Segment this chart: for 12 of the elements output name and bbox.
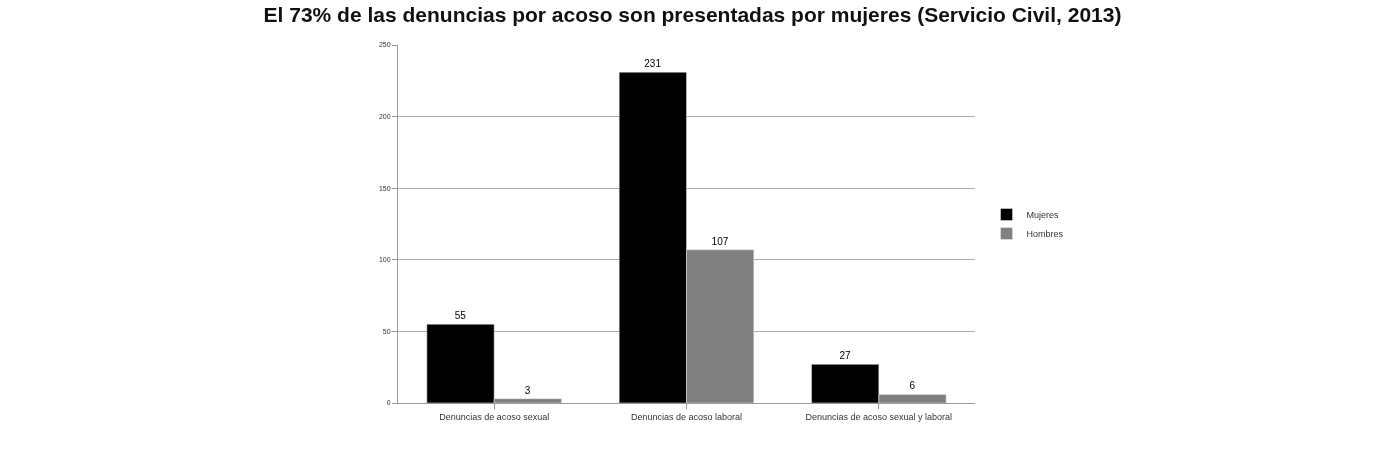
data-label: 6 (909, 380, 916, 392)
legend-label: Mujeres (1026, 210, 1060, 221)
data-label: 55 (454, 310, 467, 322)
x-tick-label: Denuncias de acoso sexual (439, 411, 550, 422)
data-label: 231 (644, 58, 662, 70)
legend-label: Hombres (1026, 229, 1064, 240)
chart-title: El 73% de las denuncias por acoso son presentadas por mujeres (Servicio Civil, 2013) (263, 2, 1122, 26)
data-label: 107 (711, 235, 729, 247)
data-label: 27 (839, 350, 851, 362)
data-label: 3 (524, 384, 531, 396)
x-tick-label: Denuncias de acoso laboral (630, 411, 743, 422)
x-tick-label: Denuncias de acoso sexual y laboral (805, 411, 953, 422)
